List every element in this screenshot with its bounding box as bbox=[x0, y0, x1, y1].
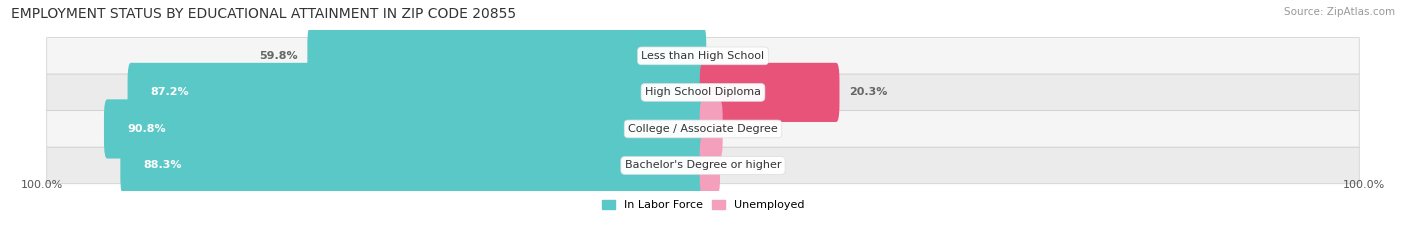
Text: 2.5%: 2.5% bbox=[733, 124, 763, 134]
Text: 100.0%: 100.0% bbox=[1343, 180, 1385, 190]
Text: 20.3%: 20.3% bbox=[849, 87, 887, 97]
FancyBboxPatch shape bbox=[46, 147, 1360, 184]
FancyBboxPatch shape bbox=[700, 99, 723, 158]
Text: 90.8%: 90.8% bbox=[127, 124, 166, 134]
Text: 87.2%: 87.2% bbox=[150, 87, 190, 97]
Text: 100.0%: 100.0% bbox=[21, 180, 63, 190]
Text: 2.1%: 2.1% bbox=[730, 161, 761, 171]
Text: 0.0%: 0.0% bbox=[716, 51, 747, 61]
FancyBboxPatch shape bbox=[46, 74, 1360, 111]
FancyBboxPatch shape bbox=[46, 111, 1360, 147]
Legend: In Labor Force, Unemployed: In Labor Force, Unemployed bbox=[598, 195, 808, 214]
FancyBboxPatch shape bbox=[128, 63, 706, 122]
Text: 59.8%: 59.8% bbox=[259, 51, 298, 61]
FancyBboxPatch shape bbox=[104, 99, 706, 158]
Text: College / Associate Degree: College / Associate Degree bbox=[628, 124, 778, 134]
Text: 88.3%: 88.3% bbox=[143, 161, 181, 171]
FancyBboxPatch shape bbox=[700, 136, 720, 195]
Text: Bachelor's Degree or higher: Bachelor's Degree or higher bbox=[624, 161, 782, 171]
Text: High School Diploma: High School Diploma bbox=[645, 87, 761, 97]
Text: Source: ZipAtlas.com: Source: ZipAtlas.com bbox=[1284, 7, 1395, 17]
FancyBboxPatch shape bbox=[308, 26, 706, 86]
Text: EMPLOYMENT STATUS BY EDUCATIONAL ATTAINMENT IN ZIP CODE 20855: EMPLOYMENT STATUS BY EDUCATIONAL ATTAINM… bbox=[11, 7, 516, 21]
FancyBboxPatch shape bbox=[700, 63, 839, 122]
FancyBboxPatch shape bbox=[121, 136, 706, 195]
FancyBboxPatch shape bbox=[46, 38, 1360, 74]
Text: Less than High School: Less than High School bbox=[641, 51, 765, 61]
